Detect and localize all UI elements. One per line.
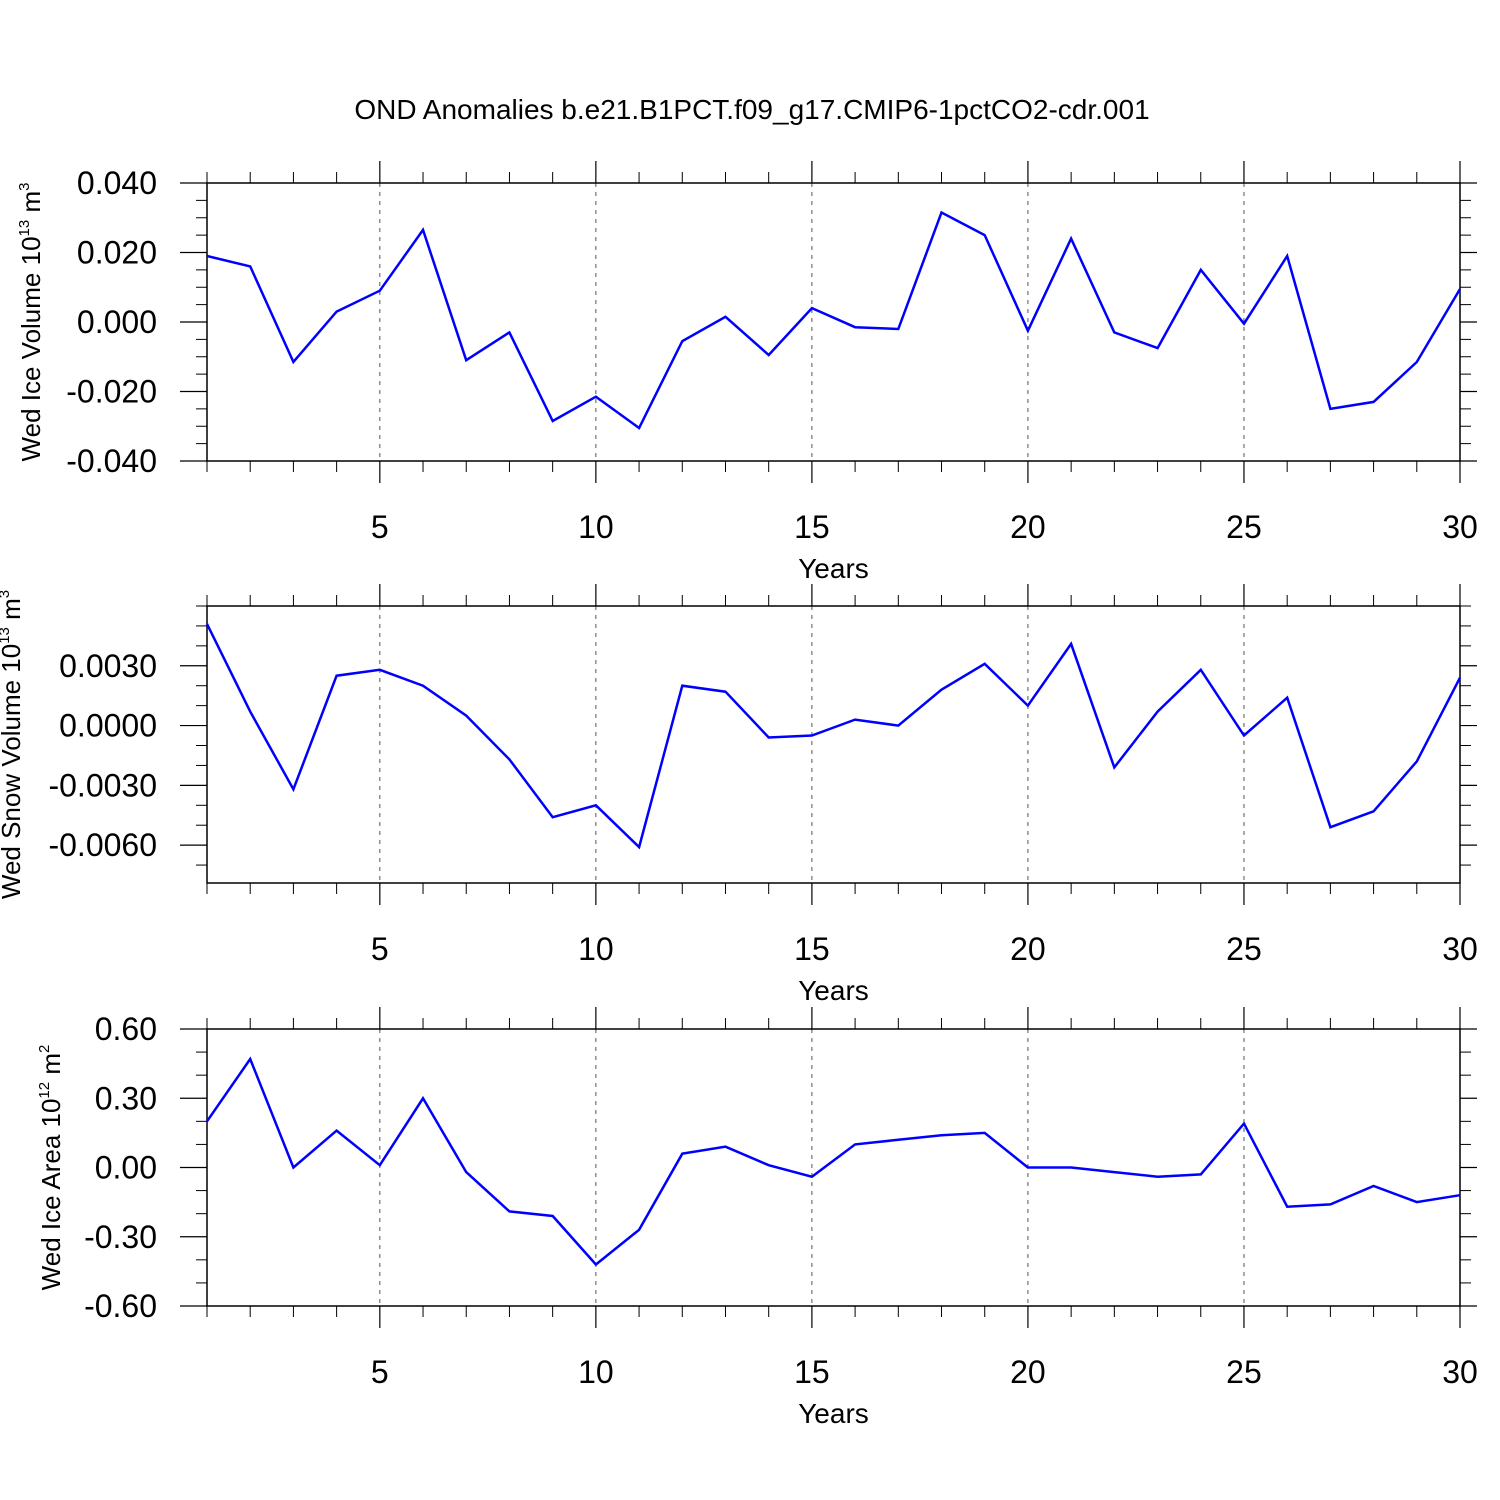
y-axis-title: Wed Ice Area 1012 m2 <box>36 1045 66 1291</box>
x-tick-label-30: 30 <box>1442 509 1478 545</box>
x-tick-label-10: 10 <box>578 509 614 545</box>
y-tick-label-0.020: 0.020 <box>77 235 157 271</box>
chart-panel-2: 5 10 15 20 25 30 Years -0.0060 -0.0030 0.0000 0.00… <box>0 584 1478 1006</box>
y-axis-title-text: Wed Snow Volume 10 <box>0 644 26 899</box>
x-tick-label-10: 10 <box>578 1354 614 1390</box>
y-tick-label-0.30: 0.30 <box>95 1080 157 1116</box>
plot-frame <box>206 605 1461 884</box>
plot-frame <box>206 182 1461 462</box>
x-axis-title: Years <box>798 975 869 1006</box>
y-axis-title: Wed Snow Volume 1013 m3 <box>0 590 26 899</box>
y-tick-label-0.040: 0.040 <box>77 165 157 201</box>
x-tick-label-5: 5 <box>371 931 389 967</box>
y-axis-title-exponent: 12 <box>36 1082 53 1099</box>
x-tick-label-20: 20 <box>1010 509 1046 545</box>
y-tick-label-0.60: 0.60 <box>95 1011 157 1047</box>
y-axis-title-unit-exponent: 3 <box>16 183 33 191</box>
y-axis-title-text: Wed Ice Area 10 <box>36 1099 66 1291</box>
y-axis-title-text: Wed Ice Volume 10 <box>16 236 46 461</box>
x-tick-label-15: 15 <box>794 1354 830 1390</box>
y-tick-label-0.00: 0.00 <box>95 1150 157 1186</box>
chart-panel-1: 5 10 15 20 25 30 Years -0.040 -0.020 0.000 0.020 0.… <box>16 161 1478 584</box>
y-axis-title-unit: m <box>36 1053 66 1082</box>
plot-frame <box>206 1028 1461 1307</box>
x-tick-label-25: 25 <box>1226 509 1262 545</box>
x-axis-title: Years <box>798 553 869 584</box>
x-tick-label-25: 25 <box>1226 931 1262 967</box>
y-tick-label--0.30: -0.30 <box>84 1219 157 1255</box>
x-tick-label-30: 30 <box>1442 931 1478 967</box>
series-line-1 <box>205 1056 1461 1267</box>
y-axis-title-unit: m <box>16 191 46 220</box>
series-line-1 <box>205 623 1462 850</box>
y-axis-title-unit-exponent: 3 <box>0 590 13 598</box>
y-tick-label-0.0000: 0.0000 <box>59 708 157 744</box>
series-line-1 <box>206 210 1462 430</box>
y-tick-label-0.000: 0.000 <box>77 304 157 340</box>
y-tick-label--0.020: -0.020 <box>66 374 157 410</box>
y-axis-title-unit-exponent: 2 <box>36 1045 53 1053</box>
x-tick-label-30: 30 <box>1442 1354 1478 1390</box>
chart-panels: 5 10 15 20 25 30Years-0.040-0.0200.0000.0200.… <box>0 161 1478 1429</box>
x-tick-label-20: 20 <box>1010 931 1046 967</box>
y-tick-label--0.60: -0.60 <box>84 1288 157 1324</box>
x-tick-label-15: 15 <box>794 931 830 967</box>
x-tick-label-25: 25 <box>1226 1354 1262 1390</box>
y-tick-label--0.0030: -0.0030 <box>48 767 157 803</box>
figure-title: OND Anomalies b.e21.B1PCT.f09_g17.CMIP6-… <box>354 94 1149 125</box>
y-axis-title-exponent: 13 <box>16 220 33 237</box>
y-tick-label--0.0060: -0.0060 <box>48 827 157 863</box>
x-tick-label-15: 15 <box>794 509 830 545</box>
y-tick-label-0.0030: 0.0030 <box>59 648 157 684</box>
y-axis-title-exponent: 13 <box>0 627 13 644</box>
x-tick-label-10: 10 <box>578 931 614 967</box>
x-tick-label-5: 5 <box>371 509 389 545</box>
x-tick-label-20: 20 <box>1010 1354 1046 1390</box>
y-tick-label--0.040: -0.040 <box>66 443 157 479</box>
x-tick-label-5: 5 <box>371 1354 389 1390</box>
y-axis-title-unit: m <box>0 598 26 627</box>
y-axis-title: Wed Ice Volume 1013 m3 <box>16 183 46 462</box>
x-axis-title: Years <box>798 1398 869 1429</box>
chart-panel-3: 5 10 15 20 25 30 Years -0.60 -0.30 0.00 0.30 0.60 We… <box>36 1007 1478 1429</box>
